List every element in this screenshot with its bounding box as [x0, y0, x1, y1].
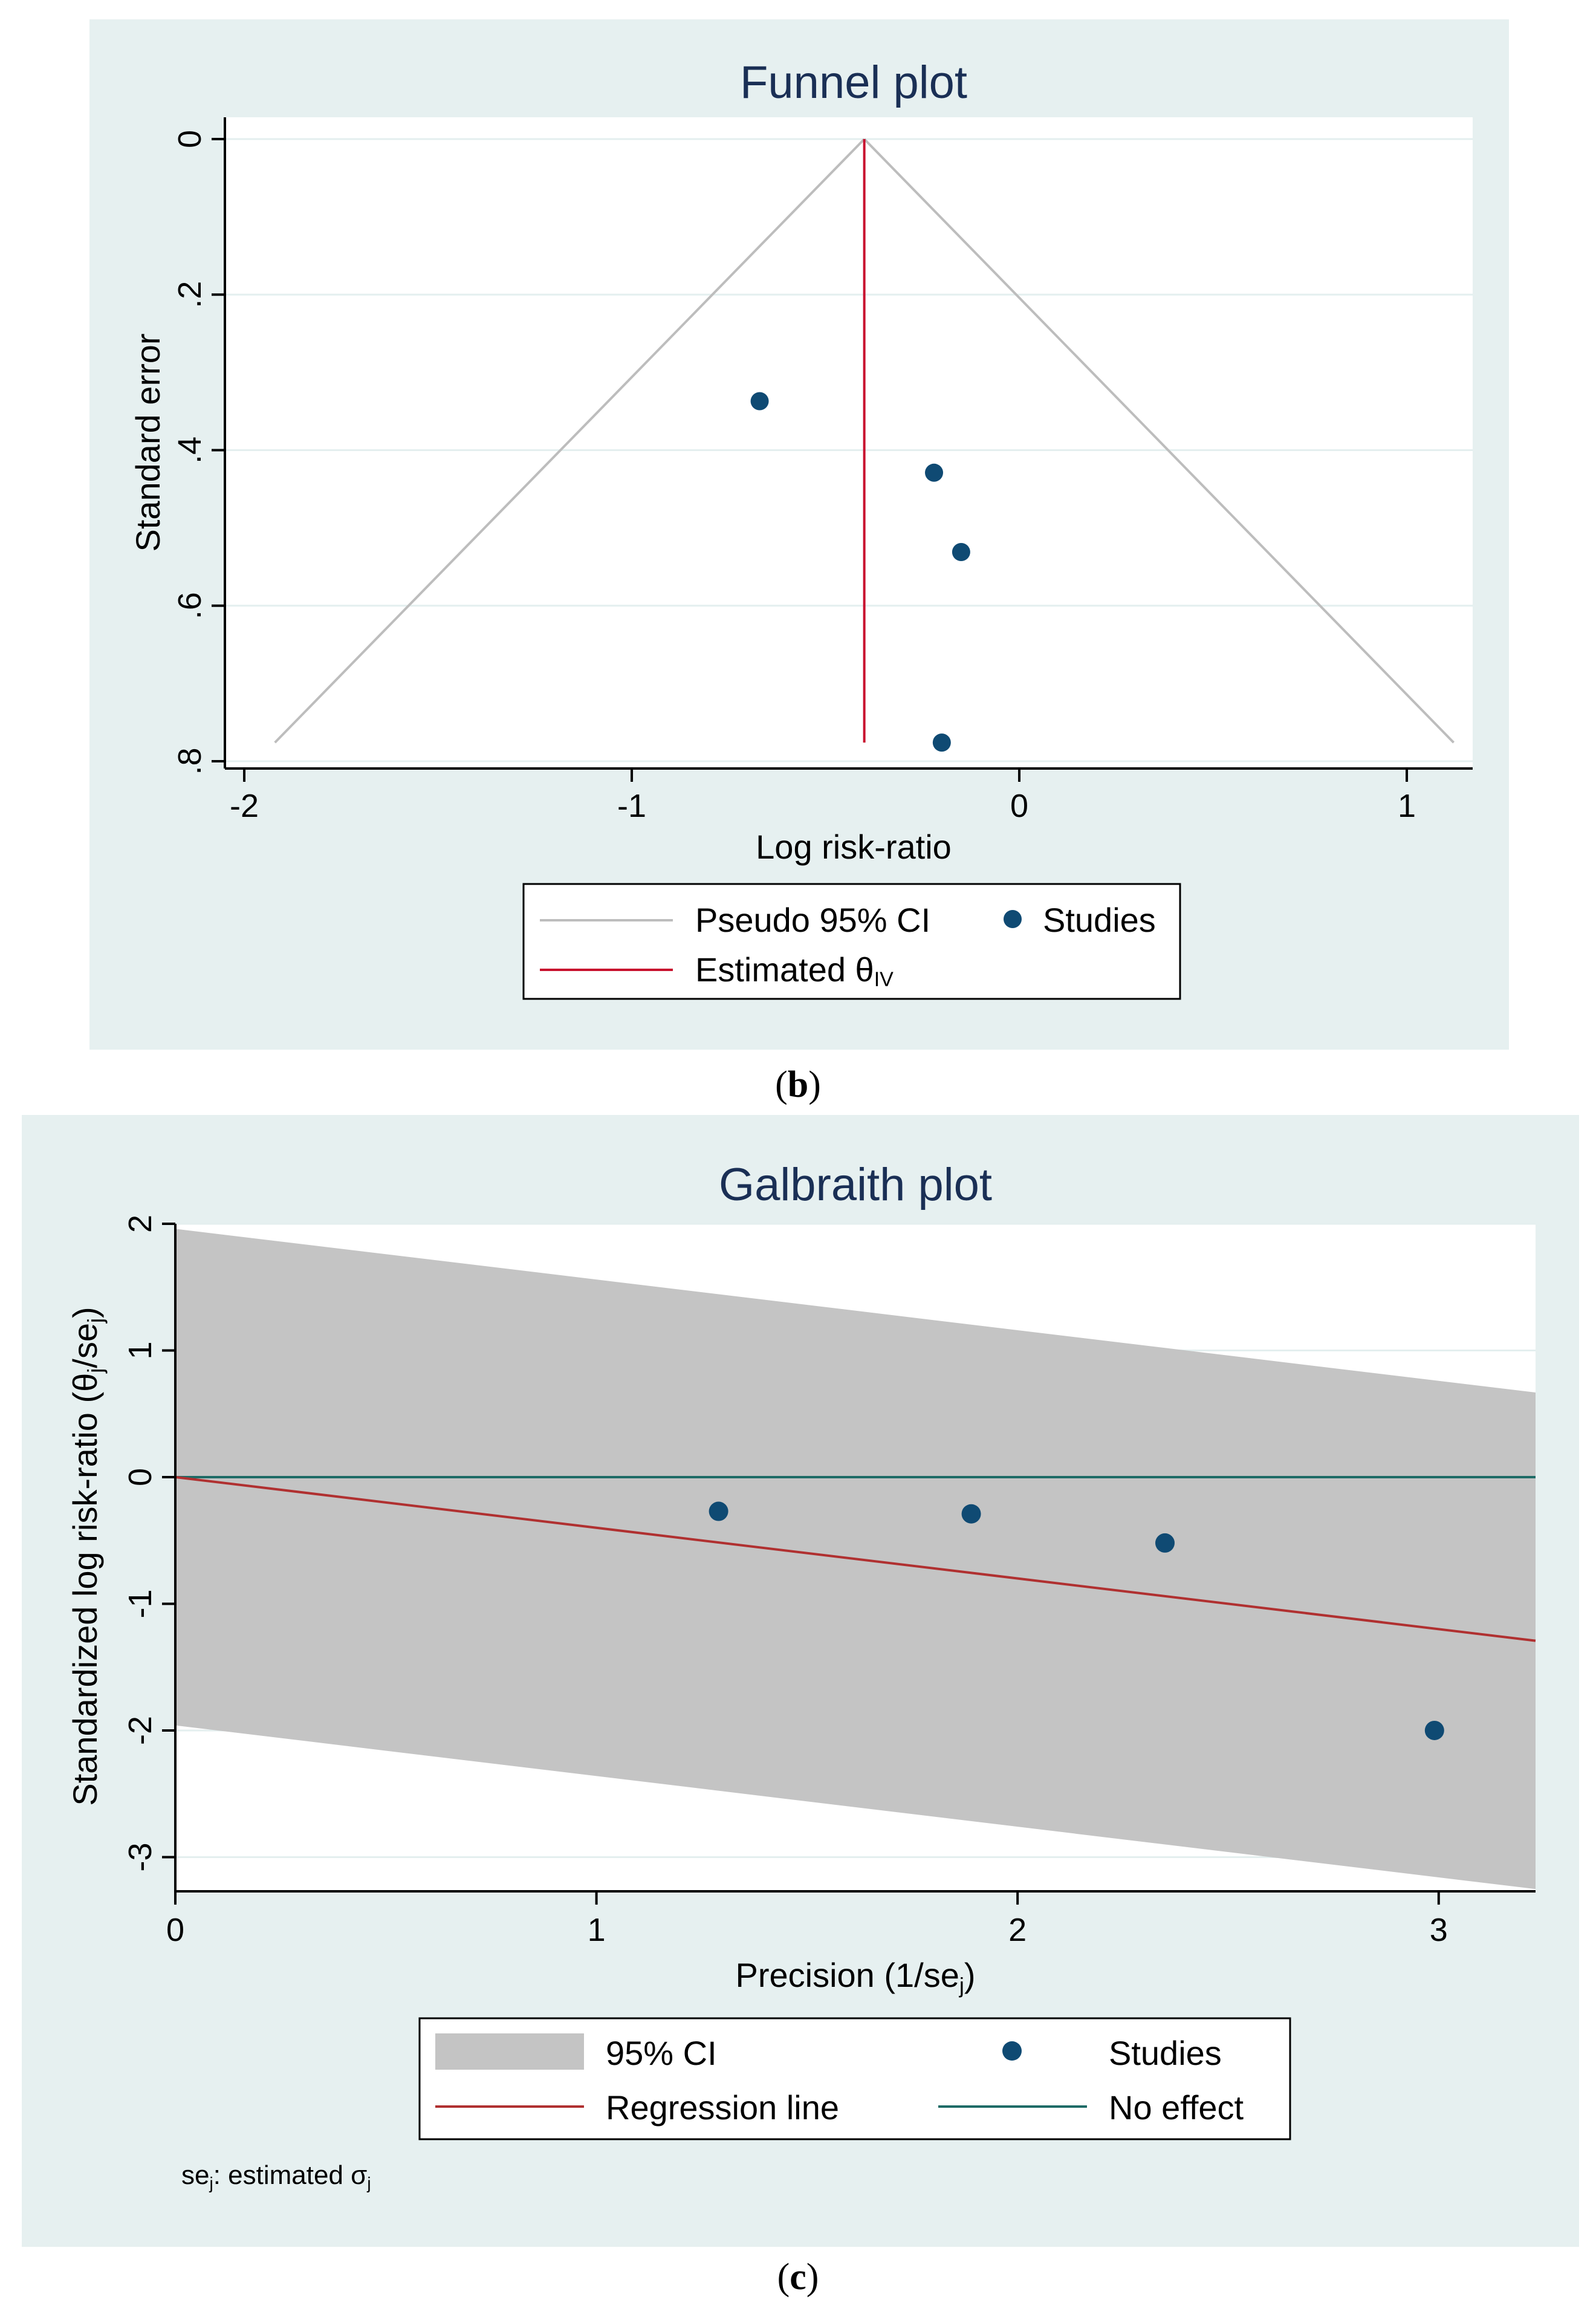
funnel-y-tick-label-1: .2: [172, 281, 208, 308]
funnel-pseudo-ci-right-line: [863, 138, 1455, 744]
galbraith-y-tick-label-4: 1: [122, 1341, 158, 1359]
funnel-x-tick-label-3: 1: [1398, 788, 1416, 824]
galbraith-panel: 0 1 2 3 -3 -2 -1 0 1 2 Galbraith plot Precision …: [22, 1115, 1579, 2247]
galbraith-legend-ci-swatch: [435, 2033, 584, 2070]
galbraith-y-label-mid: /se: [66, 1323, 104, 1368]
funnel-study-point-1: [750, 392, 769, 411]
galbraith-y-tick-label-1: -2: [122, 1716, 158, 1745]
galbraith-y-tick-label-5: 2: [122, 1215, 158, 1233]
galbraith-legend-ci-label: 95% CI: [606, 2034, 717, 2072]
funnel-pseudo-ci-left-line: [274, 138, 866, 744]
galbraith-y-label-sub2: j: [83, 1318, 108, 1324]
galbraith-y-label-suffix: ): [66, 1307, 104, 1318]
galbraith-y-ticks: -3 -2 -1 0 1 2: [122, 1215, 175, 1871]
galbraith-note-sub2: j: [366, 2174, 371, 2192]
galbraith-legend-regression-label: Regression line: [606, 2088, 839, 2127]
galbraith-x-tick-label-3: 3: [1430, 1912, 1448, 1948]
galbraith-note: sej: estimated σj: [181, 2160, 371, 2192]
galbraith-y-label: Standardized log risk-ratio (θj/sej): [66, 1307, 108, 1805]
funnel-y-tick-label-0: 0: [172, 130, 208, 148]
funnel-legend-estimate-text: Estimated θ: [695, 950, 874, 989]
galbraith-legend-studies-marker: [1002, 2041, 1022, 2061]
galbraith-x-tick-label-1: 1: [588, 1912, 606, 1948]
galbraith-x-label-subscript: j: [959, 1973, 964, 1998]
galbraith-x-tick-label-2: 2: [1008, 1912, 1027, 1948]
funnel-legend: Pseudo 95% CI Studies Estimated θIV: [522, 883, 1181, 1000]
funnel-x-tick-label-2: 0: [1010, 788, 1028, 824]
galbraith-regression-line: [175, 1475, 1536, 1642]
galbraith-study-point-4: [1424, 1720, 1444, 1740]
galbraith-y-tick-label-2: -1: [122, 1589, 158, 1618]
funnel-study-points: [750, 392, 970, 752]
funnel-y-tick-label-4: .8: [172, 747, 208, 775]
funnel-legend-estimate-subscript: IV: [874, 968, 894, 991]
funnel-legend-studies-marker: [1004, 910, 1022, 928]
galbraith-x-label: Precision (1/sej): [735, 1956, 975, 1998]
galbraith-note-se: se: [181, 2160, 209, 2190]
funnel-y-label: Standard error: [129, 333, 167, 551]
caption-c: (c): [777, 2257, 819, 2298]
funnel-gridlines: [225, 138, 1473, 762]
galbraith-x-tick-label-0: 0: [166, 1912, 184, 1948]
funnel-y-tick-label-3: .6: [172, 592, 208, 619]
funnel-study-point-2: [925, 463, 944, 482]
galbraith-y-label-sub1: j: [83, 1368, 108, 1374]
funnel-x-tick-label-0: -2: [230, 788, 259, 824]
caption-b-open: (: [775, 1064, 788, 1105]
galbraith-study-points: [709, 1501, 1444, 1740]
funnel-x-label: Log risk-ratio: [756, 828, 952, 866]
funnel-study-point-4: [932, 733, 951, 752]
funnel-legend-pseudo-ci-label: Pseudo 95% CI: [695, 901, 930, 939]
galbraith-legend-studies-label: Studies: [1109, 2034, 1222, 2072]
funnel-study-point-3: [952, 542, 970, 561]
funnel-plot-area: [225, 117, 1473, 768]
galbraith-x-label-text: Precision (1/se: [735, 1956, 959, 1994]
galbraith-title: Galbraith plot: [719, 1159, 992, 1210]
funnel-y-tick-label-2: .4: [172, 437, 208, 464]
caption-b-close: ): [808, 1064, 821, 1105]
galbraith-study-point-2: [961, 1504, 981, 1524]
galbraith-y-label-text: Standardized log risk-ratio (θ: [66, 1373, 104, 1806]
caption-c-letter: c: [790, 2257, 806, 2298]
funnel-legend-studies-label: Studies: [1043, 901, 1156, 939]
funnel-y-ticks: 0 .2 .4 .6 .8: [172, 130, 225, 775]
galbraith-study-point-1: [709, 1501, 728, 1521]
galbraith-note-mid: : estimated σ: [213, 2160, 368, 2190]
galbraith-legend: 95% CI Studies Regression line No effect: [418, 2017, 1291, 2140]
caption-c-open: (: [777, 2257, 790, 2298]
funnel-panel: -2 -1 0 1 0 .2 .4 .6 .8 Funnel plot Log risk-ra…: [89, 19, 1509, 1050]
funnel-x-ticks: -2 -1 0 1: [230, 768, 1416, 824]
caption-b-letter: b: [788, 1064, 808, 1105]
galbraith-x-ticks: 0 1 2 3: [166, 1891, 1448, 1948]
funnel-legend-box: [522, 883, 1181, 1000]
galbraith-legend-no-effect-label: No effect: [1109, 2088, 1244, 2127]
caption-c-close: ): [806, 2257, 819, 2298]
galbraith-note-sub: j: [209, 2174, 213, 2192]
funnel-title: Funnel plot: [740, 57, 967, 108]
funnel-legend-estimate-label: Estimated θIV: [695, 950, 894, 991]
funnel-x-tick-label-1: -1: [617, 788, 646, 824]
galbraith-y-tick-label-0: -3: [122, 1842, 158, 1871]
galbraith-y-tick-label-3: 0: [122, 1468, 158, 1486]
galbraith-x-label-suffix: ): [964, 1956, 976, 1994]
galbraith-study-point-3: [1155, 1533, 1175, 1553]
caption-b: (b): [775, 1064, 821, 1105]
